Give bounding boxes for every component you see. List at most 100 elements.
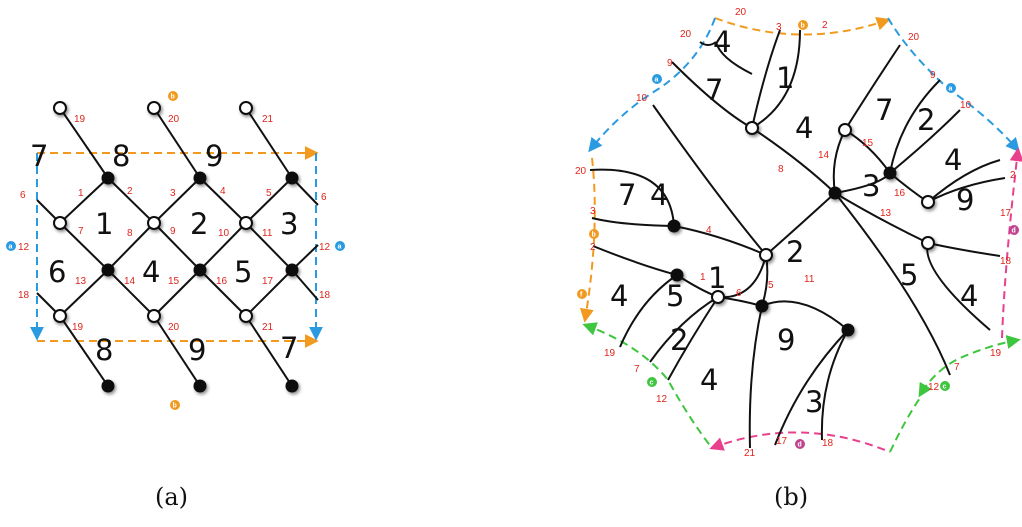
region-label: 5	[234, 255, 252, 289]
black-vertex	[285, 171, 299, 185]
edge-label: 4	[220, 186, 226, 197]
svg-text:b: b	[171, 94, 175, 101]
white-vertex	[711, 290, 725, 304]
white-vertex	[53, 101, 67, 115]
edge-label: 18	[1000, 256, 1012, 267]
edge-label: 16	[894, 188, 906, 199]
region-label: 3	[805, 385, 823, 419]
svg-text:d: d	[798, 442, 802, 449]
edge-label: 11	[262, 228, 273, 239]
tag-c: c	[647, 377, 657, 387]
edge-label: 12	[656, 394, 668, 405]
edge-label: 19	[72, 322, 84, 333]
black-vertex	[193, 379, 207, 393]
edge-label: 19	[74, 114, 86, 125]
edge-label: 17	[262, 276, 274, 287]
region-label: 1	[708, 261, 726, 295]
edge-label: 12	[928, 382, 940, 393]
tag-a: a	[652, 74, 662, 84]
edge-label: 1	[700, 272, 706, 283]
edge-label: 12	[319, 242, 331, 253]
tag-d: d	[795, 439, 805, 449]
region-label: 9	[188, 333, 206, 367]
edge-label: 2	[127, 186, 133, 197]
tag-d: d	[1009, 225, 1019, 235]
tags-a: b a a b	[6, 91, 345, 410]
white-vertex	[745, 121, 759, 135]
black-vertex	[101, 263, 115, 277]
edge-label: 11	[804, 274, 815, 285]
edge-label: 9	[930, 70, 936, 81]
white-vertex	[239, 216, 253, 230]
black-vertex	[193, 171, 207, 185]
black-vertex	[841, 323, 855, 337]
panel-a: 7 8 9 1 2 3 6 4 5 8 9 7 19 20 21 1 2 3 4…	[6, 91, 345, 511]
edge-label: 18	[319, 290, 331, 301]
black-vertex	[828, 186, 842, 200]
edge-label: 17	[1000, 208, 1012, 219]
region-label: 9	[777, 323, 795, 357]
edge-label: 8	[127, 228, 133, 239]
region-label: 7	[875, 93, 893, 127]
edges-a	[36, 107, 319, 387]
vertices-b	[667, 121, 935, 337]
black-vertex	[285, 379, 299, 393]
edge-label: 18	[822, 438, 834, 449]
black-vertex	[101, 171, 115, 185]
edge-label: 2	[1010, 170, 1016, 181]
edge-label: 13	[75, 276, 87, 287]
region-label: 3	[280, 207, 298, 241]
edge-label: 7	[634, 364, 640, 375]
svg-text:a: a	[338, 244, 342, 251]
region-label: 2	[917, 103, 935, 137]
edge-label: 18	[18, 290, 30, 301]
black-vertex	[667, 219, 681, 233]
region-label: 9	[205, 139, 223, 173]
svg-text:d: d	[1012, 228, 1016, 235]
black-vertex	[285, 263, 299, 277]
edge-label: 8	[778, 164, 784, 175]
region-label: 4	[795, 111, 813, 145]
white-vertex	[921, 195, 935, 209]
edge-label: 12	[18, 242, 30, 253]
edge-label: 9	[170, 226, 176, 237]
edge-labels-a: 19 20 21 1 2 3 4 5 6 6 7 8 9 10 11 12 12…	[18, 114, 331, 333]
edge-label: 14	[818, 150, 830, 161]
edge-label: 21	[744, 448, 756, 459]
region-label: 9	[956, 183, 974, 217]
white-vertex	[239, 101, 253, 115]
region-label: 8	[95, 333, 113, 367]
white-vertex	[147, 309, 161, 323]
svg-text:a: a	[9, 244, 13, 251]
region-label: 4	[610, 279, 628, 313]
black-vertex	[193, 263, 207, 277]
svg-text:a: a	[949, 86, 953, 93]
edge-label: 2	[590, 242, 596, 253]
svg-text:f: f	[580, 292, 583, 299]
edge-label: 1	[78, 188, 84, 199]
edge-label: 15	[168, 276, 180, 287]
black-vertex	[670, 268, 684, 282]
region-label: 1	[95, 207, 113, 241]
edge-label: 20	[735, 7, 747, 18]
svg-text:b: b	[801, 23, 805, 30]
white-vertex	[147, 216, 161, 230]
edge-label: 6	[20, 190, 26, 201]
black-vertex	[101, 379, 115, 393]
boundary-b	[579, 16, 1022, 453]
region-label: 4	[944, 143, 962, 177]
svg-text:b: b	[173, 403, 177, 410]
edge-label: 5	[266, 188, 272, 199]
svg-text:c: c	[650, 380, 654, 387]
edge-label: 20	[575, 166, 587, 177]
white-vertex	[759, 248, 773, 262]
caption-b: (b)	[774, 483, 808, 511]
edge-label: 20	[168, 322, 180, 333]
region-label: 3	[862, 169, 880, 203]
vertices-a	[53, 101, 299, 393]
region-label: 7	[618, 178, 636, 212]
black-vertex	[755, 299, 769, 313]
svg-text:b: b	[592, 232, 596, 239]
edge-label: 19	[990, 348, 1002, 359]
regions-a: 7 8 9 1 2 3 6 4 5 8 9 7	[30, 139, 298, 367]
